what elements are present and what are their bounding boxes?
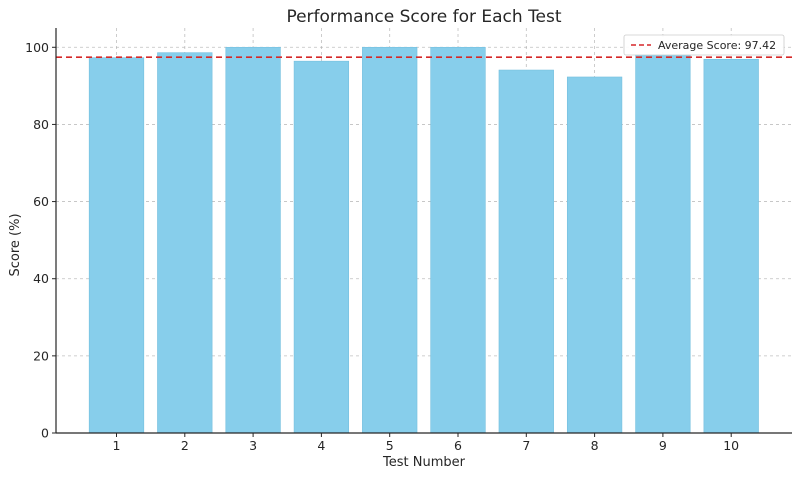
- bar-test-4: [293, 60, 350, 434]
- bar-test-9: [635, 54, 691, 434]
- x-tick-label: 3: [249, 438, 257, 453]
- x-tick-label: 7: [522, 438, 530, 453]
- bar-test-1: [88, 57, 145, 434]
- x-tick-label: 10: [723, 438, 739, 453]
- chart-title: Performance Score for Each Test: [286, 7, 561, 27]
- y-tick-label: 20: [33, 348, 49, 363]
- bar-test-6: [430, 46, 486, 434]
- y-axis-label: Score (%): [8, 213, 23, 276]
- x-tick-label: 8: [591, 438, 599, 453]
- y-tick-label: 0: [41, 426, 49, 441]
- legend-box: [623, 34, 785, 56]
- bar-test-8: [566, 76, 623, 434]
- bar-test-5: [362, 46, 418, 434]
- y-tick-label: 40: [33, 271, 49, 286]
- bar-test-2: [157, 52, 213, 434]
- x-tick-label: 9: [659, 438, 667, 453]
- legend-label: Average Score: 97.42: [658, 39, 776, 52]
- bar-test-3: [225, 46, 281, 434]
- x-tick-label: 4: [317, 438, 325, 453]
- bar-test-10: [703, 58, 759, 434]
- x-tick-label: 1: [113, 438, 121, 453]
- x-tick-label: 2: [181, 438, 189, 453]
- x-tick-label: 5: [386, 438, 394, 453]
- y-tick-label: 60: [33, 194, 49, 209]
- bars: [88, 46, 759, 434]
- x-tick-label: 6: [454, 438, 462, 453]
- y-tick-label: 80: [33, 117, 49, 132]
- x-axis-label: Test Number: [382, 455, 466, 470]
- axes: 0 20 40 60 80 100 1 2 3 4 5 6 7 8 9 10: [25, 28, 792, 453]
- y-tick-label: 100: [25, 40, 49, 55]
- legend: Average Score: 97.42: [623, 34, 785, 56]
- bar-test-7: [498, 69, 554, 434]
